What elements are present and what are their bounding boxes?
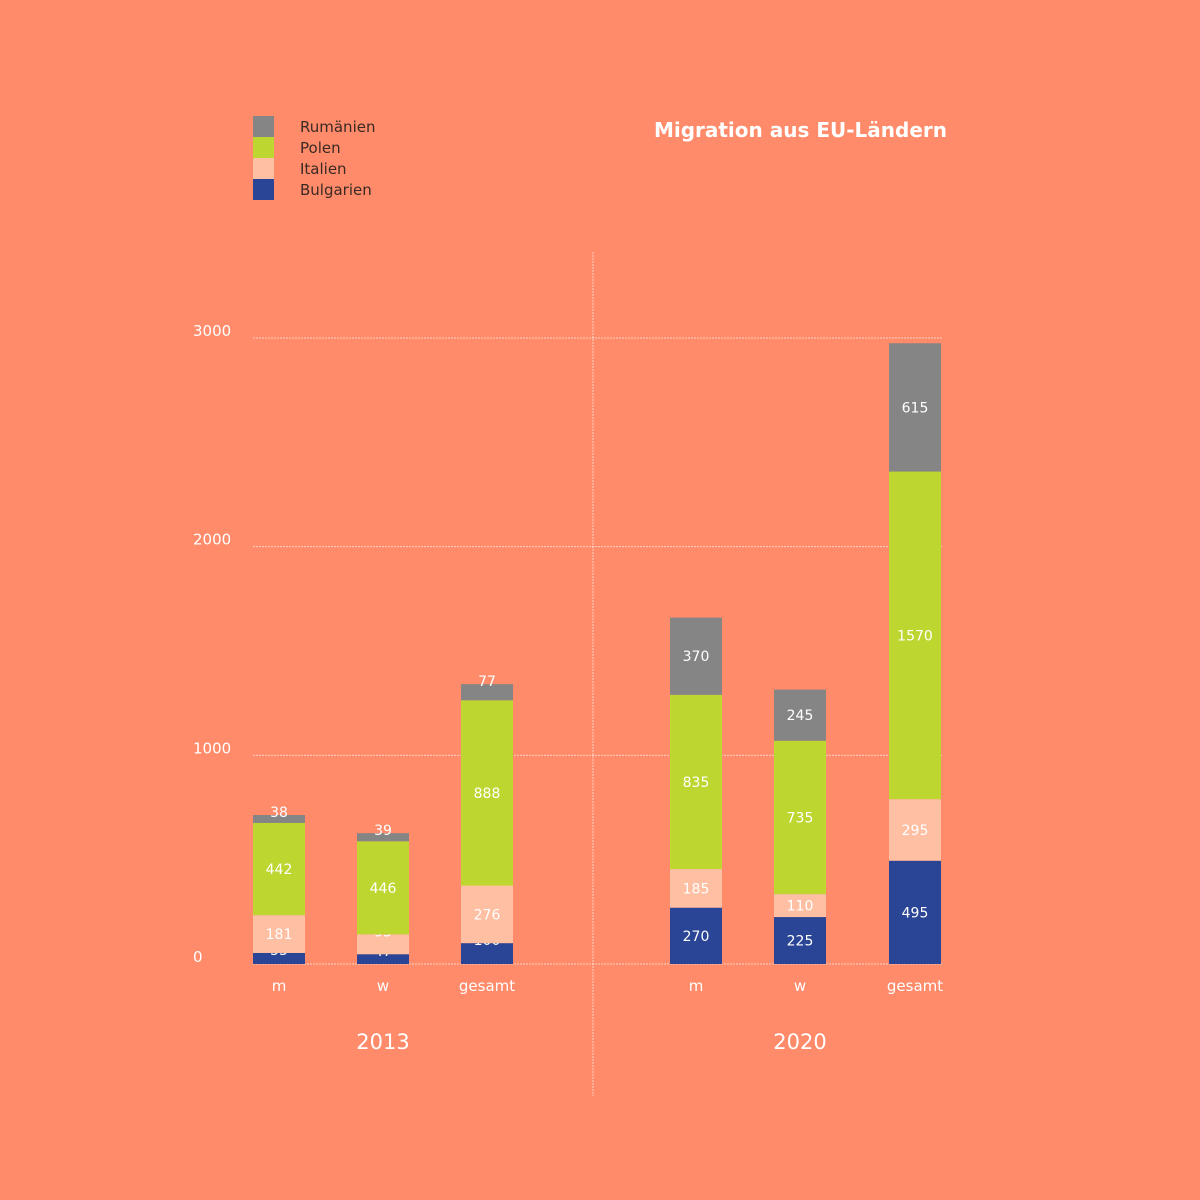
bar-segment <box>774 689 826 741</box>
bar-segment <box>357 841 409 935</box>
legend-label: Bulgarien <box>300 180 372 199</box>
group-label: 2020 <box>773 1030 826 1054</box>
data-label: 77 <box>478 674 496 690</box>
legend-label: Italien <box>300 159 347 178</box>
data-label: 270 <box>683 929 710 945</box>
data-label: 370 <box>683 649 710 665</box>
data-label: 615 <box>902 400 929 416</box>
bar-segment <box>253 822 305 916</box>
data-label: 888 <box>474 786 501 802</box>
bar-segment <box>461 700 513 886</box>
y-tick-label: 3000 <box>193 322 231 340</box>
bar-segment <box>253 815 305 823</box>
data-label: 185 <box>683 881 710 897</box>
bar-segment <box>774 740 826 895</box>
data-label: 245 <box>787 708 814 724</box>
y-tick-label: 0 <box>193 948 203 966</box>
data-label: 276 <box>474 907 501 923</box>
bar-segment <box>670 617 722 695</box>
data-label: 295 <box>902 823 929 839</box>
bar-segment <box>461 885 513 944</box>
legend-swatch <box>253 116 274 137</box>
legend-swatch <box>253 179 274 200</box>
legend: Rumänien Polen Italien Bulgarien <box>253 116 375 200</box>
bar-segment <box>357 934 409 955</box>
legend-item-bulgarien: Bulgarien <box>253 179 375 200</box>
bar-segment <box>889 471 941 800</box>
x-tick-label: m <box>272 977 287 995</box>
y-tick-label: 1000 <box>193 739 231 757</box>
data-label: 110 <box>787 899 814 915</box>
legend-item-rumaenien: Rumänien <box>253 116 375 137</box>
bar-segment <box>461 684 513 701</box>
data-label: 181 <box>266 927 293 943</box>
x-tick-label: gesamt <box>459 977 515 995</box>
data-label: 835 <box>683 775 710 791</box>
x-tick-label: w <box>377 977 389 995</box>
bar-segment <box>774 894 826 918</box>
x-tick-label: gesamt <box>887 977 943 995</box>
legend-item-polen: Polen <box>253 137 375 158</box>
bar-segment <box>889 343 941 472</box>
x-tick-label: w <box>794 977 806 995</box>
data-label: 735 <box>787 810 814 826</box>
data-label: 446 <box>370 881 397 897</box>
bar-segment <box>889 799 941 861</box>
bar-segment <box>461 943 513 964</box>
legend-swatch <box>253 137 274 158</box>
legend-label: Rumänien <box>300 117 376 136</box>
legend-label: Polen <box>300 138 341 157</box>
legend-item-italien: Italien <box>253 158 375 179</box>
bar-segment <box>774 917 826 964</box>
bar-segment <box>357 833 409 842</box>
data-label: 39 <box>374 823 392 839</box>
data-label: 495 <box>902 905 929 921</box>
bar-segment <box>670 694 722 870</box>
bar-segment <box>670 907 722 964</box>
chart-title: Migration aus EU-Ländern <box>653 118 947 142</box>
group-label: 2013 <box>356 1030 409 1054</box>
bar-segment <box>889 860 941 964</box>
data-label: 442 <box>266 862 293 878</box>
bar-segment <box>253 952 305 964</box>
bar-segment <box>670 869 722 908</box>
data-label: 1570 <box>897 628 933 644</box>
data-label: 225 <box>787 934 814 950</box>
legend-swatch <box>253 158 274 179</box>
x-tick-label: m <box>689 977 704 995</box>
bar-segment <box>357 954 409 964</box>
y-tick-label: 2000 <box>193 531 231 549</box>
data-label: 38 <box>270 805 288 821</box>
bar-segment <box>253 915 305 953</box>
